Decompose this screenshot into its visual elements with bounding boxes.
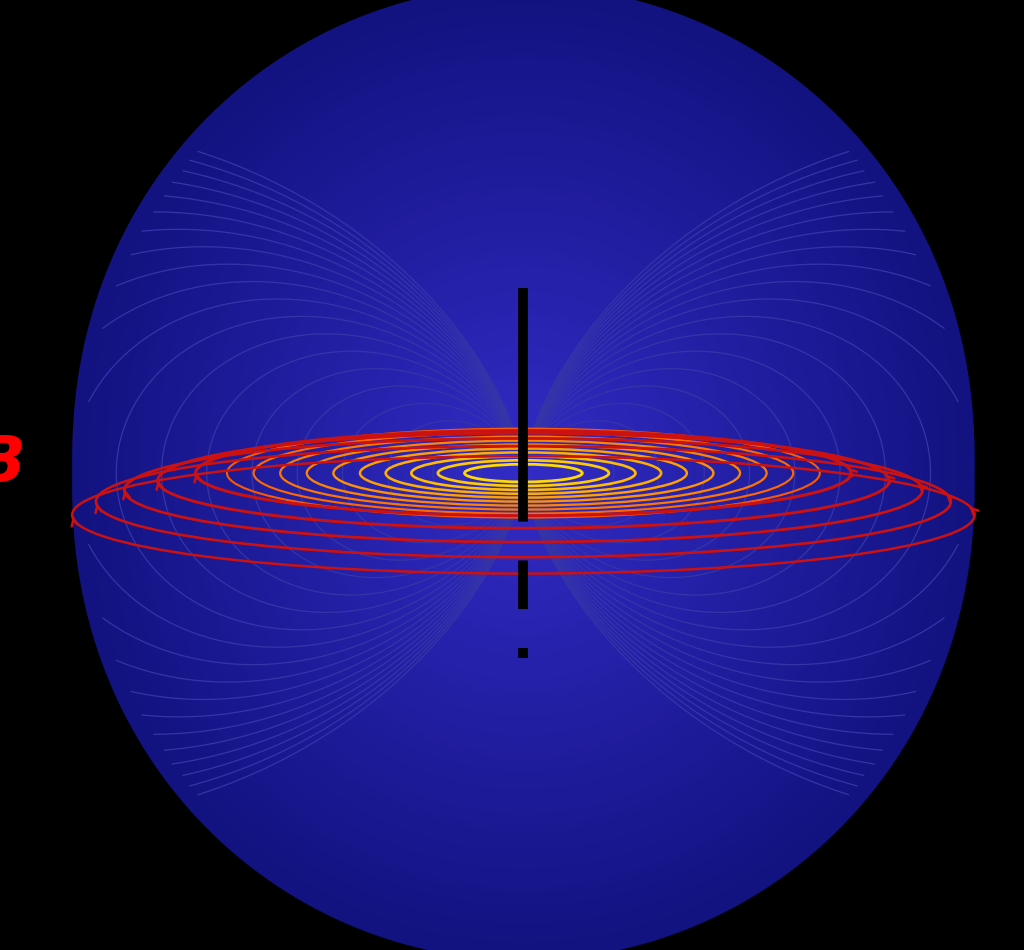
Polygon shape <box>456 400 591 546</box>
Polygon shape <box>269 199 777 748</box>
Polygon shape <box>451 394 597 552</box>
Polygon shape <box>145 65 901 882</box>
Polygon shape <box>134 53 912 893</box>
Polygon shape <box>332 266 715 680</box>
Polygon shape <box>422 364 625 582</box>
Polygon shape <box>298 230 749 716</box>
Polygon shape <box>208 132 840 814</box>
Polygon shape <box>230 157 817 789</box>
Polygon shape <box>314 248 732 698</box>
Polygon shape <box>518 467 529 479</box>
Polygon shape <box>388 327 658 619</box>
Polygon shape <box>190 114 856 832</box>
Polygon shape <box>202 125 845 821</box>
Polygon shape <box>411 352 636 595</box>
Polygon shape <box>462 406 586 541</box>
Polygon shape <box>152 71 896 875</box>
Polygon shape <box>438 382 608 564</box>
Polygon shape <box>105 22 941 924</box>
Polygon shape <box>348 284 698 662</box>
Polygon shape <box>382 321 665 625</box>
Polygon shape <box>83 0 964 948</box>
Polygon shape <box>157 77 890 869</box>
Polygon shape <box>359 296 687 650</box>
Polygon shape <box>258 187 788 759</box>
Polygon shape <box>224 150 822 796</box>
Polygon shape <box>399 339 647 607</box>
Polygon shape <box>303 236 743 711</box>
Polygon shape <box>377 314 670 632</box>
Polygon shape <box>78 0 969 950</box>
Polygon shape <box>281 211 766 735</box>
Polygon shape <box>123 41 924 905</box>
Polygon shape <box>366 302 681 644</box>
Polygon shape <box>393 333 653 613</box>
Polygon shape <box>427 370 620 577</box>
Polygon shape <box>292 223 755 723</box>
Polygon shape <box>100 16 946 930</box>
Polygon shape <box>371 309 676 637</box>
Polygon shape <box>501 448 546 498</box>
Polygon shape <box>213 138 834 808</box>
Polygon shape <box>484 430 563 516</box>
Polygon shape <box>473 418 574 528</box>
Polygon shape <box>174 95 873 851</box>
Polygon shape <box>416 357 631 589</box>
Polygon shape <box>467 412 580 534</box>
Polygon shape <box>253 180 795 766</box>
Text: B: B <box>0 432 26 495</box>
Polygon shape <box>309 241 737 705</box>
Polygon shape <box>512 461 535 485</box>
Polygon shape <box>112 28 935 918</box>
Polygon shape <box>354 291 692 656</box>
Polygon shape <box>179 102 867 845</box>
Polygon shape <box>478 425 568 522</box>
Polygon shape <box>247 175 800 771</box>
Polygon shape <box>236 162 811 784</box>
Polygon shape <box>197 120 851 826</box>
Polygon shape <box>219 144 828 802</box>
Polygon shape <box>140 59 907 887</box>
Polygon shape <box>404 345 642 601</box>
Polygon shape <box>89 4 957 942</box>
Polygon shape <box>337 272 710 674</box>
Polygon shape <box>163 84 885 863</box>
Polygon shape <box>433 375 613 571</box>
Polygon shape <box>242 168 806 778</box>
Polygon shape <box>275 205 772 741</box>
Polygon shape <box>128 47 919 900</box>
Polygon shape <box>321 254 726 693</box>
Polygon shape <box>94 10 952 936</box>
Polygon shape <box>117 34 930 912</box>
Polygon shape <box>489 437 557 509</box>
Polygon shape <box>444 388 602 559</box>
Polygon shape <box>185 107 862 839</box>
Polygon shape <box>507 455 541 491</box>
Polygon shape <box>264 193 783 753</box>
Polygon shape <box>496 443 552 504</box>
Polygon shape <box>326 260 721 686</box>
Polygon shape <box>168 89 879 857</box>
Polygon shape <box>287 218 761 729</box>
Polygon shape <box>343 278 703 668</box>
Polygon shape <box>72 0 975 950</box>
